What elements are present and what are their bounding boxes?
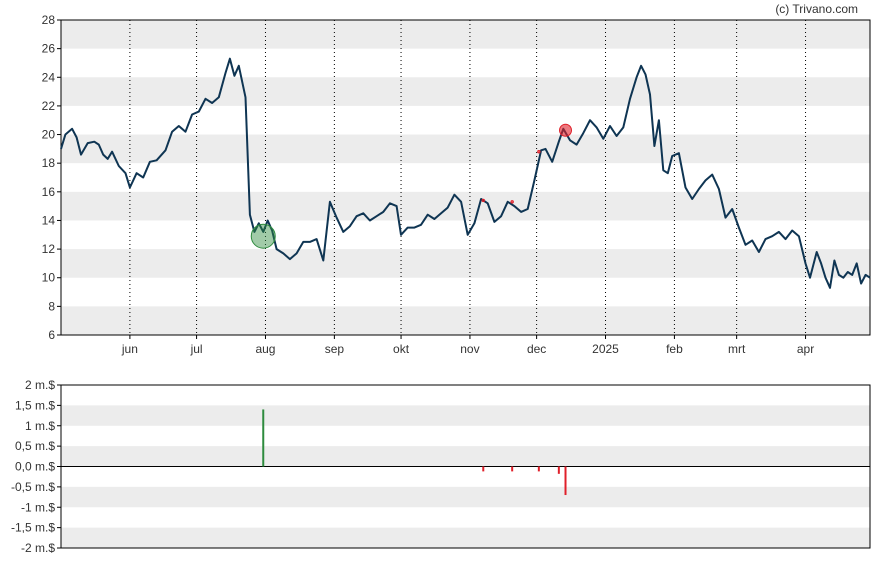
volume-y-tick-label: -1 m.$ xyxy=(21,500,55,514)
volume-sell-bar xyxy=(537,466,540,472)
price-line xyxy=(60,57,871,289)
price-x-tick-label: okt xyxy=(393,342,410,356)
credit-text: (c) Trivano.com xyxy=(775,2,858,16)
volume-y-tick-label: -2 m.$ xyxy=(21,541,55,555)
volume-y-tick-label: 0,5 m.$ xyxy=(15,439,55,453)
price-band xyxy=(61,191,870,221)
volume-sell-bar xyxy=(482,466,485,472)
price-band xyxy=(61,249,870,278)
price-y-tick-label: 10 xyxy=(42,271,56,285)
price-y-tick-label: 16 xyxy=(42,185,56,199)
volume-sell-bar xyxy=(511,466,514,472)
price-y-tick-label: 28 xyxy=(42,13,56,27)
price-x-tick-label: apr xyxy=(797,342,814,356)
volume-y-tick-label: 1 m.$ xyxy=(25,419,55,433)
price-band xyxy=(61,134,870,164)
price-band xyxy=(61,20,870,49)
price-band xyxy=(61,306,870,335)
volume-buy-bar xyxy=(262,409,265,467)
volume-sell-bar xyxy=(557,466,560,474)
volume-y-tick-label: 1,5 m.$ xyxy=(15,398,55,412)
insider-buy-marker xyxy=(250,223,276,249)
volume-sell-bar xyxy=(564,466,567,496)
price-x-tick-label: aug xyxy=(255,342,275,356)
price-x-tick-label: 2025 xyxy=(592,342,619,356)
price-x-tick-label: nov xyxy=(460,342,479,356)
volume-band xyxy=(61,446,870,467)
price-y-tick-label: 12 xyxy=(42,242,56,256)
price-y-tick-label: 6 xyxy=(48,328,55,342)
price-panel-frame xyxy=(60,19,871,336)
price-band xyxy=(61,77,870,106)
volume-y-tick-label: 2 m.$ xyxy=(25,378,55,392)
price-x-tick-label: jun xyxy=(121,342,138,356)
insider-sell-marker xyxy=(559,123,573,137)
price-y-tick-label: 26 xyxy=(42,42,56,56)
price-y-tick-label: 20 xyxy=(42,128,56,142)
price-x-tick-label: sep xyxy=(325,342,345,356)
price-y-tick-label: 8 xyxy=(48,299,55,313)
price-x-tick-label: dec xyxy=(527,342,546,356)
price-y-tick-label: 18 xyxy=(42,156,56,170)
price-y-tick-label: 22 xyxy=(42,99,56,113)
volume-band xyxy=(61,405,870,426)
price-x-tick-label: feb xyxy=(666,342,683,356)
price-y-tick-label: 14 xyxy=(42,213,56,227)
price-x-tick-label: mrt xyxy=(728,342,746,356)
volume-y-tick-label: -0,5 m.$ xyxy=(11,480,55,494)
insider-sell-marker xyxy=(481,198,485,203)
volume-y-tick-label: -1,5 m.$ xyxy=(11,521,55,535)
volume-band xyxy=(61,527,870,548)
insider-sell-marker xyxy=(537,150,541,154)
price-x-tick-label: jul xyxy=(190,342,203,356)
volume-y-tick-label: 0,0 m.$ xyxy=(15,460,55,474)
price-y-tick-label: 24 xyxy=(42,70,56,84)
volume-band xyxy=(61,486,870,508)
insider-sell-marker xyxy=(510,200,514,204)
